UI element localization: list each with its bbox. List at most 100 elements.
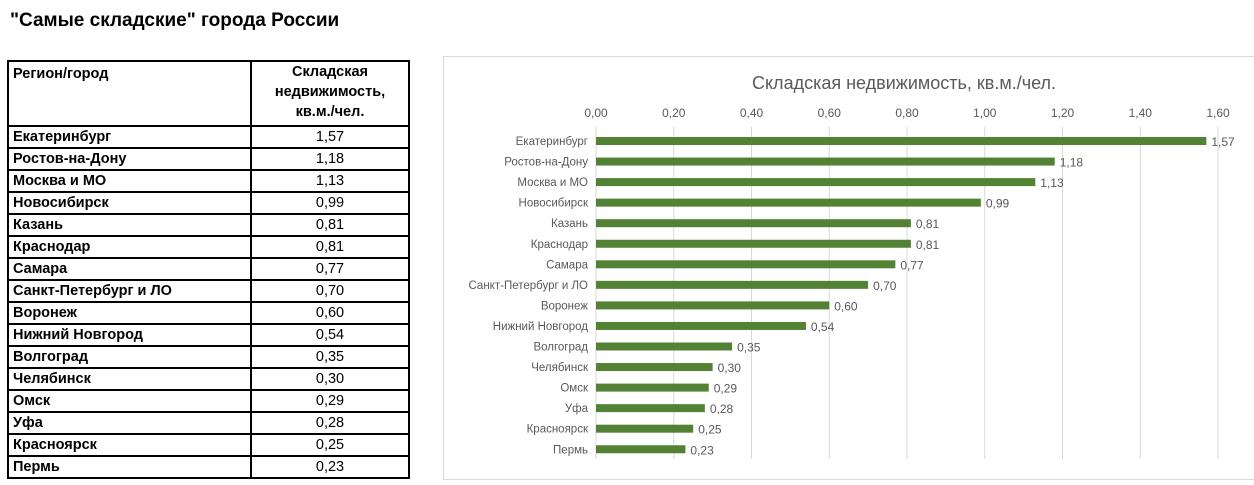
x-tick-label: 1,00 — [973, 106, 997, 120]
bar — [596, 157, 1055, 166]
table-row: Новосибирск 0,99 — [7, 191, 410, 215]
header-region: Регион/город — [7, 60, 252, 127]
x-tick-label: 0,40 — [740, 106, 764, 120]
table-row: Челябинск 0,30 — [7, 367, 410, 391]
data-label: 1,18 — [1060, 156, 1084, 170]
bar — [596, 424, 694, 433]
table-row: Нижний Новгород 0,54 — [7, 323, 410, 347]
value-cell: 0,60 — [250, 301, 410, 325]
category-label: Челябинск — [531, 362, 589, 374]
bar — [596, 301, 830, 310]
value-cell: 0,29 — [250, 389, 410, 413]
data-label: 0,60 — [834, 299, 858, 313]
bar — [596, 383, 709, 392]
x-tick-label: 0,80 — [895, 106, 919, 120]
value-cell: 1,18 — [250, 147, 410, 171]
bar — [596, 280, 869, 289]
region-cell: Волгоград — [7, 345, 252, 369]
x-tick-label: 0,20 — [662, 106, 686, 120]
region-cell: Уфа — [7, 411, 252, 435]
value-cell: 0,99 — [250, 191, 410, 215]
page-title: "Самые складские" города России — [10, 10, 340, 31]
bar — [596, 404, 705, 413]
region-cell: Новосибирск — [7, 191, 252, 215]
bar — [596, 178, 1036, 187]
data-label: 0,28 — [710, 402, 734, 416]
table-header-row: Регион/город Складская недвижимость, кв.… — [7, 60, 410, 127]
data-label: 0,25 — [698, 423, 722, 437]
bar — [596, 445, 686, 454]
bar — [596, 239, 911, 248]
bar — [596, 219, 911, 228]
data-label: 0,54 — [811, 320, 835, 334]
x-tick-label: 0,60 — [818, 106, 842, 120]
category-label: Новосибирск — [519, 198, 589, 210]
table-row: Краснодар 0,81 — [7, 235, 410, 259]
chart-title: Складская недвижимость, кв.м./чел. — [752, 73, 1056, 93]
data-label: 0,99 — [986, 197, 1010, 211]
category-label: Уфа — [565, 403, 589, 415]
table-row: Омск 0,29 — [7, 389, 410, 413]
category-label: Ростов-на-Дону — [504, 157, 588, 169]
value-cell: 0,28 — [250, 411, 410, 435]
value-cell: 0,54 — [250, 323, 410, 347]
category-label: Пермь — [553, 444, 588, 456]
table-row: Воронеж 0,60 — [7, 301, 410, 325]
category-label: Нижний Новгород — [493, 321, 589, 333]
category-label: Воронеж — [541, 300, 588, 312]
region-cell: Казань — [7, 213, 252, 237]
data-label: 0,77 — [900, 258, 924, 272]
table-row: Санкт-Петербург и ЛО 0,70 — [7, 279, 410, 303]
category-label: Екатеринбург — [516, 136, 588, 148]
table-row: Казань 0,81 — [7, 213, 410, 237]
table-row: Самара 0,77 — [7, 257, 410, 281]
bar — [596, 342, 733, 351]
category-label: Краснодар — [531, 239, 588, 251]
chart-svg: Складская недвижимость, кв.м./чел. 0,00 0,… — [469, 73, 1235, 459]
bar — [596, 260, 896, 269]
value-cell: 0,81 — [250, 213, 410, 237]
region-cell: Пермь — [7, 455, 252, 479]
region-cell: Воронеж — [7, 301, 252, 325]
data-label: 1,13 — [1040, 176, 1064, 190]
x-tick-label: 0,00 — [584, 106, 608, 120]
table-row: Пермь 0,23 — [7, 455, 410, 479]
value-cell: 1,13 — [250, 169, 410, 193]
value-cell: 0,77 — [250, 257, 410, 281]
region-cell: Красноярск — [7, 433, 252, 457]
data-table: Регион/город Складская недвижимость, кв.… — [7, 60, 410, 479]
bar-chart: Складская недвижимость, кв.м./чел. 0,00 0,… — [443, 56, 1254, 480]
region-cell: Омск — [7, 389, 252, 413]
data-label: 0,23 — [690, 443, 714, 457]
x-tick-label: 1,60 — [1206, 106, 1230, 120]
data-label: 1,57 — [1211, 135, 1235, 149]
region-cell: Челябинск — [7, 367, 252, 391]
category-label: Волгоград — [533, 342, 588, 354]
table-row: Уфа 0,28 — [7, 411, 410, 435]
bar — [596, 321, 806, 330]
bar — [596, 198, 981, 207]
bar — [596, 363, 713, 372]
category-label: Санкт-Петербург и ЛО — [469, 280, 589, 292]
data-label: 0,30 — [718, 361, 742, 375]
value-cell: 1,57 — [250, 125, 410, 149]
region-cell: Москва и МО — [7, 169, 252, 193]
data-label: 0,70 — [873, 279, 897, 293]
data-label: 0,81 — [916, 238, 940, 252]
category-label: Омск — [560, 383, 589, 395]
category-label: Красноярск — [527, 424, 589, 436]
region-cell: Краснодар — [7, 235, 252, 259]
value-cell: 0,30 — [250, 367, 410, 391]
region-cell: Екатеринбург — [7, 125, 252, 149]
data-label: 0,81 — [916, 217, 940, 231]
value-cell: 0,81 — [250, 235, 410, 259]
data-label: 0,35 — [737, 341, 761, 355]
header-value: Складская недвижимость, кв.м./чел. — [250, 60, 410, 127]
table-row: Волгоград 0,35 — [7, 345, 410, 369]
x-tick-label: 1,40 — [1129, 106, 1153, 120]
region-cell: Ростов-на-Дону — [7, 147, 252, 171]
table-row: Красноярск 0,25 — [7, 433, 410, 457]
category-label: Москва и МО — [517, 177, 588, 189]
region-cell: Нижний Новгород — [7, 323, 252, 347]
region-cell: Самара — [7, 257, 252, 281]
